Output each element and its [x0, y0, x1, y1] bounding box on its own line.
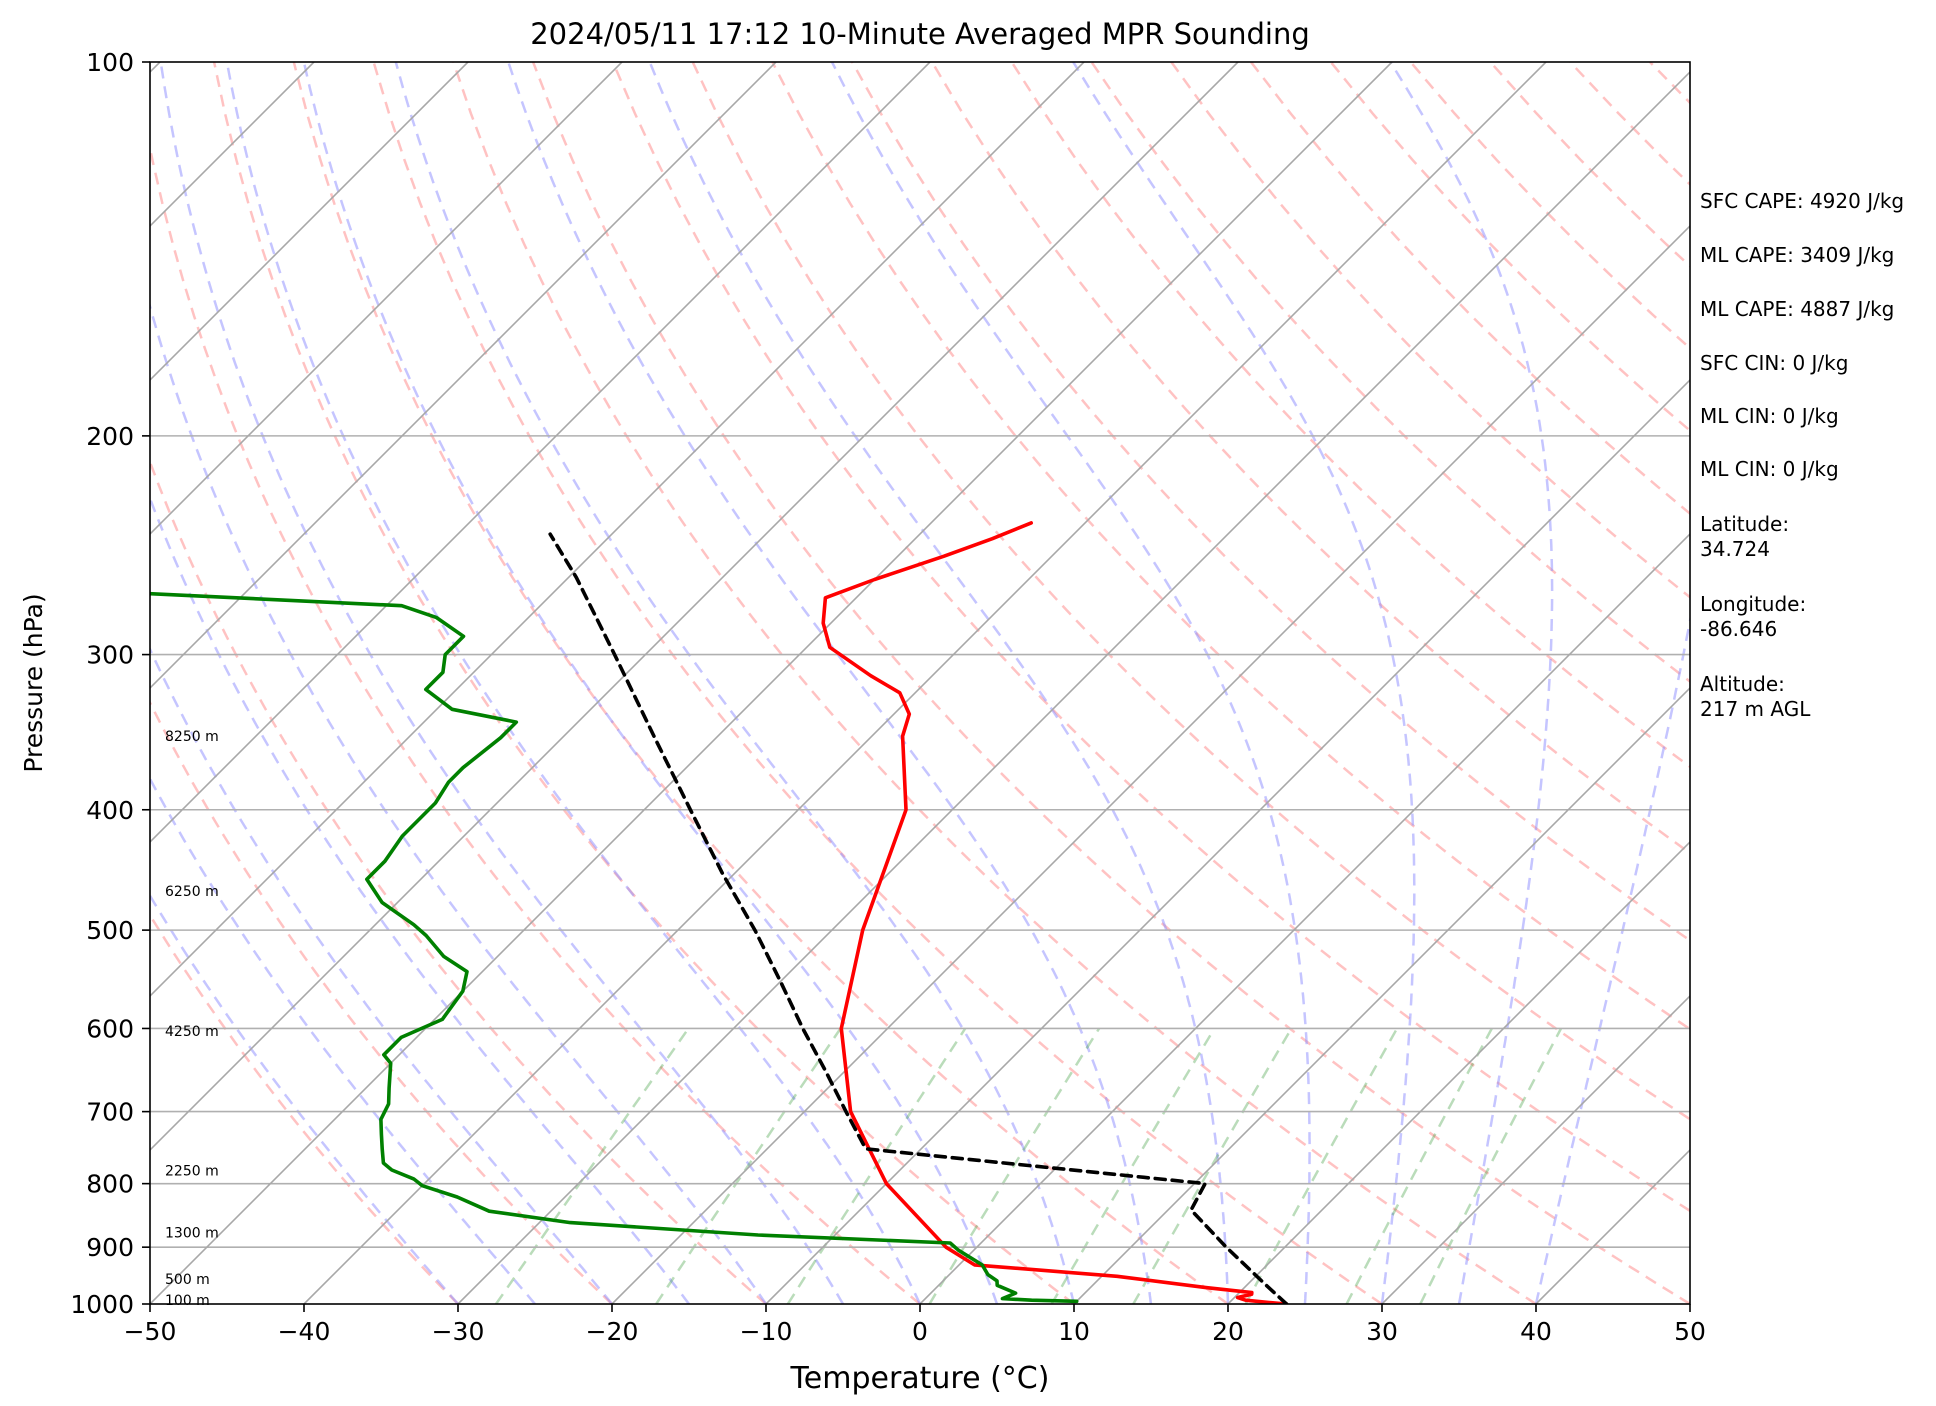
- mixing-ratio-line: [1050, 1027, 1216, 1304]
- isotherm: [303, 62, 1547, 1304]
- moist-adiabat: [648, 62, 1230, 1304]
- isotherm: [150, 62, 469, 382]
- height-label: 6250 m: [165, 884, 219, 900]
- series-layer: [150, 521, 1289, 1304]
- isotherm-grid: [150, 62, 1690, 1304]
- mixing-ratio-line: [1345, 1027, 1493, 1304]
- height-label: 2250 m: [165, 1164, 219, 1180]
- height-label: 8250 m: [165, 729, 219, 745]
- dry-adiabat: [292, 62, 1229, 1304]
- isotherm: [457, 70, 1690, 1304]
- longitude-label: Longitude:: [1700, 592, 1807, 616]
- chart-title: 2024/05/11 17:12 10-Minute Averaged MPR …: [530, 17, 1310, 51]
- isotherm: [611, 224, 1690, 1304]
- sfc-cin: SFC CIN: 0 J/kg: [1700, 351, 1849, 375]
- dry-adiabat: [150, 141, 921, 1304]
- dry-adiabat: [212, 62, 1075, 1304]
- x-tick-label: −20: [586, 1317, 639, 1346]
- ml-cape: ML CAPE: 3409 J/kg: [1700, 243, 1895, 267]
- moist-adiabat: [1389, 62, 1554, 1304]
- sfc-cape: SFC CAPE: 4920 J/kg: [1700, 189, 1905, 213]
- y-tick-label: 1000: [70, 1290, 134, 1319]
- mu-cin: ML CIN: 0 J/kg: [1700, 457, 1839, 481]
- y-tick-label: 200: [86, 422, 134, 451]
- longitude-value: -86.646: [1700, 617, 1778, 641]
- y-tick-label: 300: [86, 641, 134, 670]
- moist-adiabat: [830, 62, 1311, 1304]
- height-label: 500 m: [165, 1272, 210, 1288]
- altitude-value: 217 m AGL: [1700, 697, 1811, 721]
- isotherm: [150, 62, 623, 536]
- x-axis-ticks: −50 −40 −30 −20 −10 0 10 20 30 40 50: [124, 1304, 1706, 1346]
- dewpoint-profile: [150, 591, 1079, 1304]
- dry-adiabat: [1090, 62, 1690, 684]
- height-label: 1300 m: [165, 1226, 219, 1242]
- x-tick-label: −50: [124, 1317, 177, 1346]
- dry-adiabat: [691, 62, 1690, 1121]
- dry-adiabat: [930, 62, 1690, 855]
- latitude-value: 34.724: [1700, 537, 1770, 561]
- moist-adiabat: [507, 62, 1153, 1304]
- y-tick-label: 900: [86, 1233, 134, 1262]
- y-tick-label: 100: [86, 48, 134, 77]
- x-axis-label: Temperature (°C): [790, 1361, 1050, 1396]
- x-tick-label: −40: [278, 1317, 331, 1346]
- isotherm: [1073, 686, 1690, 1304]
- y-tick-label: 800: [86, 1170, 134, 1199]
- mixing-ratio-line: [1132, 1027, 1293, 1304]
- pressure-grid: [150, 435, 1690, 1248]
- x-tick-label: 30: [1366, 1317, 1398, 1346]
- latitude-label: Latitude:: [1700, 512, 1790, 536]
- background-lines: [150, 62, 1690, 1304]
- moist-adiabat: [394, 62, 1076, 1304]
- dry-adiabat: [1010, 62, 1690, 769]
- isotherm: [150, 62, 777, 690]
- dry-adiabat: [150, 458, 767, 1304]
- y-axis-label: Pressure (hPa): [19, 593, 48, 772]
- moist-adiabat: [225, 62, 922, 1304]
- x-tick-label: 0: [912, 1317, 928, 1346]
- isotherm: [150, 62, 931, 844]
- x-tick-label: 20: [1212, 1317, 1244, 1346]
- x-tick-label: −10: [740, 1317, 793, 1346]
- mixing-ratio-line: [1419, 1027, 1563, 1304]
- isotherm: [1227, 840, 1690, 1304]
- isotherm: [150, 62, 1393, 1304]
- moist-adiabat: [159, 62, 845, 1304]
- x-tick-label: −30: [432, 1317, 485, 1346]
- x-tick-label: 50: [1674, 1317, 1706, 1346]
- dry-adiabat: [150, 912, 459, 1304]
- dry-adiabat: [452, 62, 1537, 1304]
- moist-adiabat: [1072, 62, 1416, 1304]
- x-tick-label: 40: [1520, 1317, 1552, 1346]
- dry-adiabat: [851, 62, 1690, 942]
- isotherm: [1381, 994, 1690, 1304]
- moist-adiabat: [150, 893, 459, 1304]
- dry-adiabat: [372, 62, 1383, 1304]
- height-label: 4250 m: [165, 1024, 219, 1040]
- y-tick-label: 500: [86, 916, 134, 945]
- dry-adiabat: [1170, 62, 1690, 599]
- isotherm: [150, 62, 1085, 998]
- dry-adiabat: [531, 62, 1690, 1304]
- temperature-profile: [821, 521, 1289, 1304]
- ml-cin: ML CIN: 0 J/kg: [1700, 404, 1839, 428]
- y-tick-label: 600: [86, 1014, 134, 1043]
- isotherm: [765, 378, 1690, 1304]
- y-tick-label: 700: [86, 1098, 134, 1127]
- moist-adiabat: [150, 301, 768, 1304]
- x-tick-label: 10: [1058, 1317, 1090, 1346]
- altitude-label: Altitude:: [1700, 672, 1785, 696]
- isotherm: [919, 532, 1690, 1304]
- height-labels: 8250 m 6250 m 4250 m 2250 m 1300 m 500 m 100 m: [165, 729, 219, 1309]
- isotherm: [150, 62, 1239, 1152]
- dry-adiabat: [771, 62, 1690, 1031]
- mu-cape: ML CAPE: 4887 J/kg: [1700, 297, 1895, 321]
- moist-adiabat: [1534, 614, 1690, 1304]
- dry-adiabat: [611, 62, 1690, 1213]
- y-axis-ticks: 100 200 300 400 500 600 700 800 900 1000: [70, 48, 150, 1319]
- y-tick-label: 400: [86, 796, 134, 825]
- height-label: 100 m: [165, 1293, 210, 1309]
